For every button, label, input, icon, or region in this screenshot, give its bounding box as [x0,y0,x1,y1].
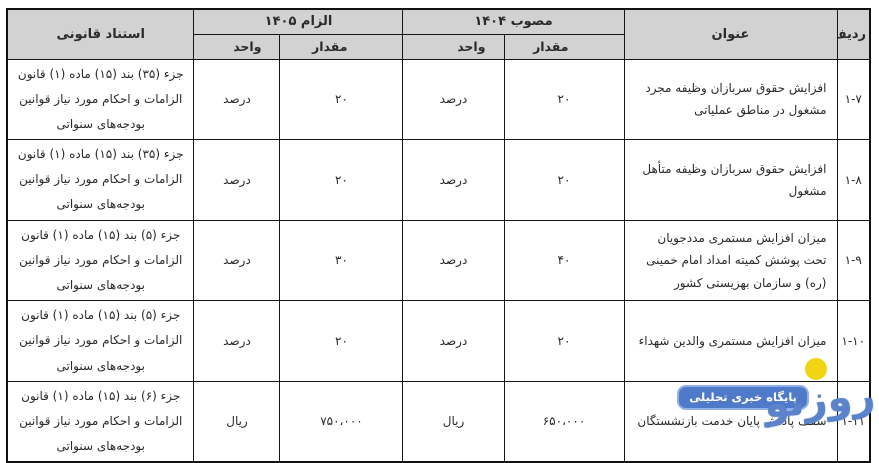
table-header: ردیف عنوان مصوب ۱۴۰۴ الزام ۱۴۰۵ استناد ق… [6,8,871,60]
cell-legal-basis: جزء (۶) بند (۱۵) ماده (۱) قانون الزامات … [6,380,195,463]
cell-approved-amount: ۲۰ [503,139,625,221]
header-approved-amount: مقدار [503,33,625,60]
cell-row-no: ۱-۷ [836,58,871,141]
budget-requirements-table: ردیف عنوان مصوب ۱۴۰۴ الزام ۱۴۰۵ استناد ق… [5,8,871,463]
cell-required-amount: ۷۵۰،۰۰۰ [279,380,404,463]
cell-legal-basis: جزء (۳۵) بند (۱۵) ماده (۱) قانون الزامات… [6,139,195,221]
header-row-no: ردیف [836,8,871,60]
table-row: ۱-۷ افزایش حقوق سربازان وظیفه مجرد مشغول… [6,58,871,141]
cell-approved-unit: ریال [402,380,505,463]
cell-title: افزایش حقوق سربازان وظیفه متأهل مشغول [623,139,838,221]
cell-required-amount: ۲۰ [279,300,404,382]
cell-legal-basis: جزء (۵) بند (۱۵) ماده (۱) قانون الزامات … [6,219,195,302]
cell-title: افزایش حقوق سربازان وظیفه مجرد مشغول در … [623,58,838,141]
table-body: ۱-۷ افزایش حقوق سربازان وظیفه مجرد مشغول… [6,58,871,463]
cell-required-unit: درصد [193,58,281,141]
cell-approved-unit: درصد [402,300,505,382]
cell-approved-amount: ۶۵۰،۰۰۰ [503,380,625,463]
cell-legal-basis: جزء (۳۵) بند (۱۵) ماده (۱) قانون الزامات… [6,58,195,141]
cell-required-amount: ۲۰ [279,139,404,221]
header-title: عنوان [623,8,838,60]
cell-approved-unit: درصد [402,219,505,302]
table-row: ۱-۹ میزان افزایش مستمری مددجویان تحت پوش… [6,219,871,302]
cell-approved-amount: ۲۰ [503,58,625,141]
cell-row-no: ۱-۱۰ [836,300,871,382]
table-row: ۱-۱۰ میزان افزایش مستمری والدین شهداء ۲۰… [6,300,871,382]
cell-title: میزان افزایش مستمری مددجویان تحت پوشش کم… [623,219,838,302]
cell-required-unit: درصد [193,139,281,221]
header-required-amount: مقدار [279,33,404,60]
cell-required-unit: درصد [193,300,281,382]
cell-legal-basis: جزء (۵) بند (۱۵) ماده (۱) قانون الزامات … [6,300,195,382]
cell-required-unit: درصد [193,219,281,302]
header-legal-basis: استناد قانونی [6,8,195,60]
page: { "colors": { "header_bg": "#d2d2d2", "t… [5,8,877,463]
header-required-unit: واحد [193,33,281,60]
cell-required-unit: ریال [193,380,281,463]
table-row: ۱-۸ افزایش حقوق سربازان وظیفه متأهل مشغو… [6,139,871,221]
cell-required-amount: ۳۰ [279,219,404,302]
header-required-1405-group: الزام ۱۴۰۵ [193,8,404,35]
cell-row-no: ۱-۱۱ [836,380,871,463]
cell-approved-unit: درصد [402,58,505,141]
cell-title: سقف پاداش پایان خدمت بازنشستگان [623,380,838,463]
cell-row-no: ۱-۸ [836,139,871,221]
cell-row-no: ۱-۹ [836,219,871,302]
header-approved-unit: واحد [402,33,505,60]
cell-approved-amount: ۲۰ [503,300,625,382]
table-row: ۱-۱۱ سقف پاداش پایان خدمت بازنشستگان ۶۵۰… [6,380,871,463]
table-container: ردیف عنوان مصوب ۱۴۰۴ الزام ۱۴۰۵ استناد ق… [5,8,871,463]
header-approved-1404-group: مصوب ۱۴۰۴ [402,8,625,35]
cell-approved-amount: ۴۰ [503,219,625,302]
cell-approved-unit: درصد [402,139,505,221]
cell-title: میزان افزایش مستمری والدین شهداء [623,300,838,382]
cell-required-amount: ۲۰ [279,58,404,141]
